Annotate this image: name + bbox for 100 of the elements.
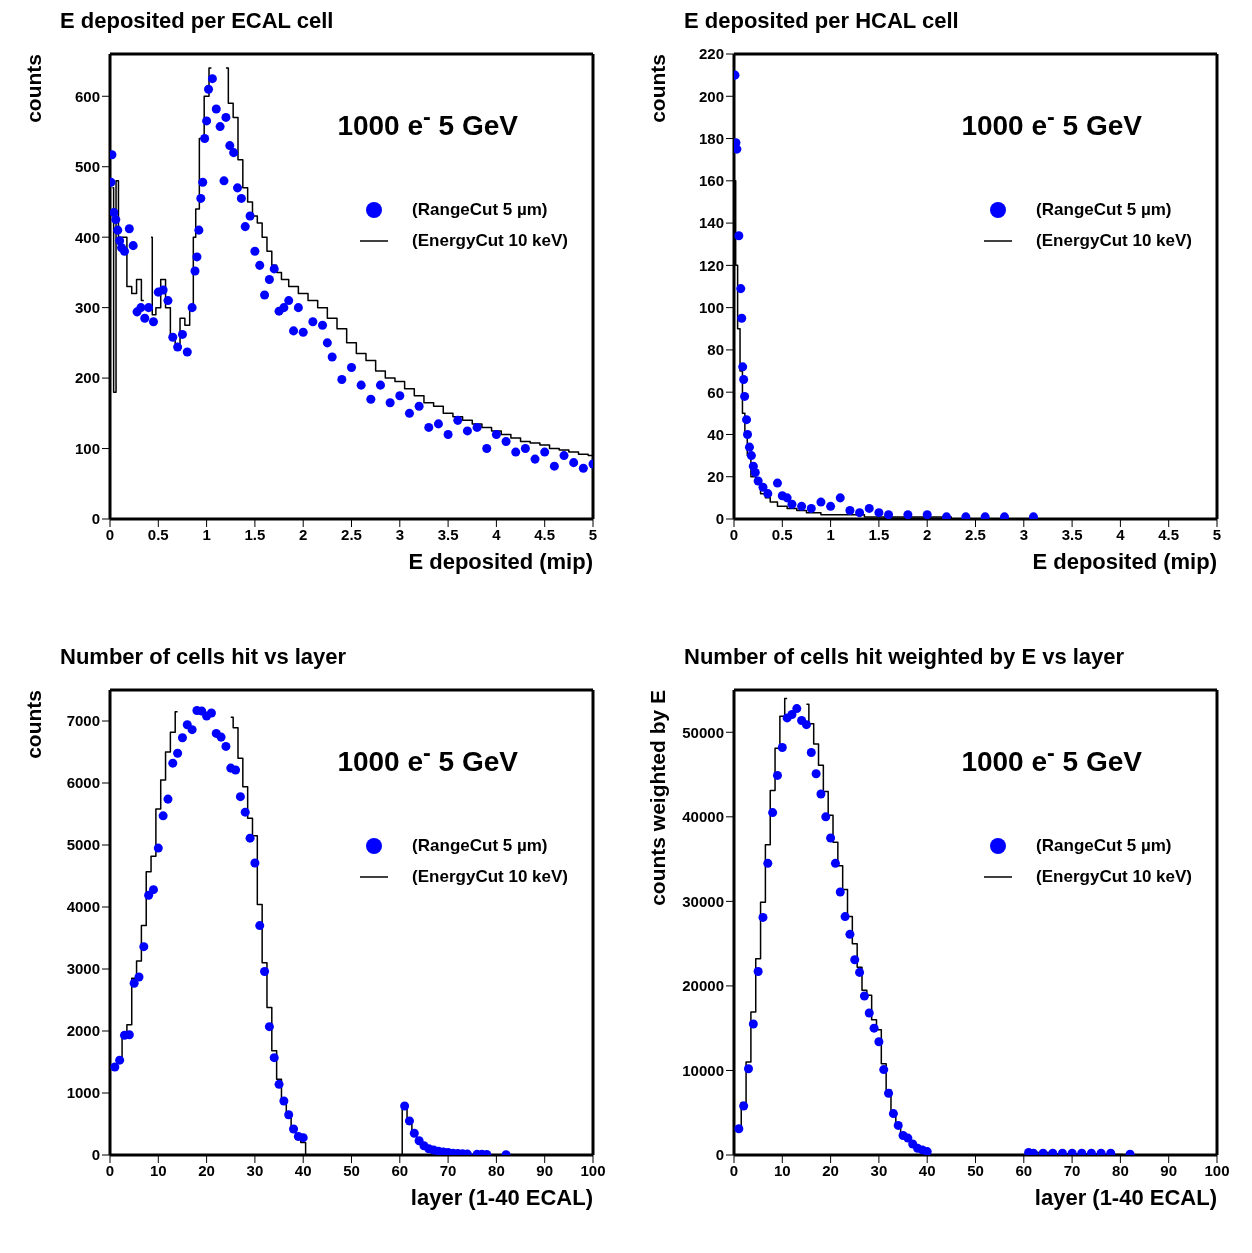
y-tick-label: 200 — [74, 369, 100, 387]
chart-title: Number of cells hit weighted by E vs layer — [683, 644, 1126, 671]
point — [826, 833, 836, 843]
point — [787, 499, 797, 509]
x-axis-title: E deposited (mip) — [408, 549, 593, 574]
point — [743, 429, 753, 439]
x-axis-title: layer (1-40 ECAL) — [1034, 1185, 1217, 1210]
y-axis-title: counts — [645, 54, 669, 123]
point — [884, 510, 894, 519]
point — [1077, 1148, 1087, 1155]
y-tick-label: 80 — [707, 341, 724, 359]
point — [235, 792, 245, 802]
annotation: 1000 e$^{-}$ 5 GeV — [337, 740, 518, 779]
point — [884, 1088, 894, 1098]
y-tick-label: 10000 — [682, 1061, 724, 1079]
legend-label: (RangeCut 5 µm) — [412, 199, 548, 220]
x-tick-label: 70 — [439, 1161, 457, 1179]
point — [840, 912, 850, 922]
point — [129, 978, 139, 988]
point — [835, 887, 845, 897]
x-tick-label: 0 — [729, 1161, 739, 1179]
annotation: 1000 e$^{-}$ 5 GeV — [961, 740, 1142, 779]
point — [1067, 1148, 1077, 1155]
y-axis-title: counts weighted by E — [645, 690, 669, 906]
point — [738, 362, 748, 372]
point — [750, 467, 760, 478]
x-tick-label: 2.5 — [341, 525, 362, 543]
y-tick-label: 3000 — [66, 960, 100, 978]
point — [742, 415, 752, 425]
point — [187, 725, 197, 735]
x-tick-label: 10 — [773, 1161, 791, 1179]
point — [1048, 1148, 1058, 1155]
y-tick-label: 7000 — [66, 712, 100, 730]
x-tick-label: 5 — [1212, 525, 1222, 543]
point — [739, 374, 749, 385]
point — [830, 858, 840, 868]
x-tick-label: 4 — [1116, 525, 1126, 543]
point — [753, 967, 763, 977]
x-tick-label: 40 — [918, 1161, 936, 1179]
point — [1106, 1148, 1116, 1155]
x-tick-label: 100 — [1204, 1161, 1230, 1179]
x-tick-label: 40 — [294, 1161, 312, 1179]
point — [110, 1062, 120, 1072]
y-axis-title: counts — [21, 690, 45, 759]
point — [801, 720, 811, 730]
x-axis-title: layer (1-40 ECAL) — [410, 1185, 593, 1210]
x-tick-label: 0 — [105, 525, 115, 543]
point — [855, 508, 865, 518]
point — [748, 1019, 758, 1029]
y-tick-label: 500 — [74, 158, 100, 176]
y-tick-label: 0 — [715, 1146, 724, 1164]
x-tick-label: 90 — [1160, 1161, 1178, 1179]
point — [163, 794, 173, 804]
point — [874, 1037, 884, 1047]
point — [279, 1096, 289, 1106]
point — [216, 732, 226, 742]
y-tick-label: 60 — [707, 383, 724, 401]
x-tick-label: 3.5 — [437, 525, 459, 543]
x-tick-label: 30 — [870, 1161, 888, 1179]
point — [999, 512, 1009, 519]
point — [1038, 1148, 1048, 1155]
x-tick-label: 0 — [105, 1161, 115, 1179]
point — [816, 497, 826, 507]
x-tick-label: 10 — [149, 1161, 167, 1179]
x-tick-label: 100 — [580, 1161, 606, 1179]
point — [903, 510, 913, 519]
chart-title: Number of cells hit vs layer — [59, 644, 348, 671]
x-tick-label: 60 — [1015, 1161, 1033, 1179]
point — [869, 1023, 879, 1033]
chart-title: E deposited per HCAL cell — [683, 8, 960, 35]
point — [221, 741, 231, 751]
y-axis-title: counts — [21, 54, 45, 123]
point — [864, 503, 874, 513]
chart-title: E deposited per ECAL cell — [59, 8, 335, 35]
point — [173, 748, 183, 758]
x-tick-label: 0 — [729, 525, 739, 543]
y-tick-label: 20000 — [682, 977, 724, 995]
point — [409, 1128, 419, 1138]
y-tick-label: 30000 — [682, 892, 724, 910]
point — [134, 972, 144, 982]
point — [879, 1065, 889, 1075]
point — [264, 1022, 274, 1032]
y-tick-label: 2000 — [66, 1022, 100, 1040]
x-tick-label: 70 — [1063, 1161, 1081, 1179]
point — [144, 890, 154, 900]
point — [269, 1053, 279, 1063]
x-tick-label: 1.5 — [244, 525, 266, 543]
point — [139, 942, 149, 952]
x-tick-label: 3.5 — [1061, 525, 1083, 543]
point — [743, 1064, 753, 1074]
x-tick-label: 30 — [246, 1161, 264, 1179]
y-tick-label: 0 — [91, 1146, 100, 1164]
point — [744, 442, 754, 452]
point — [845, 929, 855, 939]
point — [250, 858, 260, 868]
point — [740, 391, 750, 401]
x-tick-label: 2 — [299, 525, 308, 543]
y-tick-label: 300 — [74, 298, 100, 316]
point — [826, 501, 836, 511]
y-tick-label: 0 — [91, 510, 100, 528]
